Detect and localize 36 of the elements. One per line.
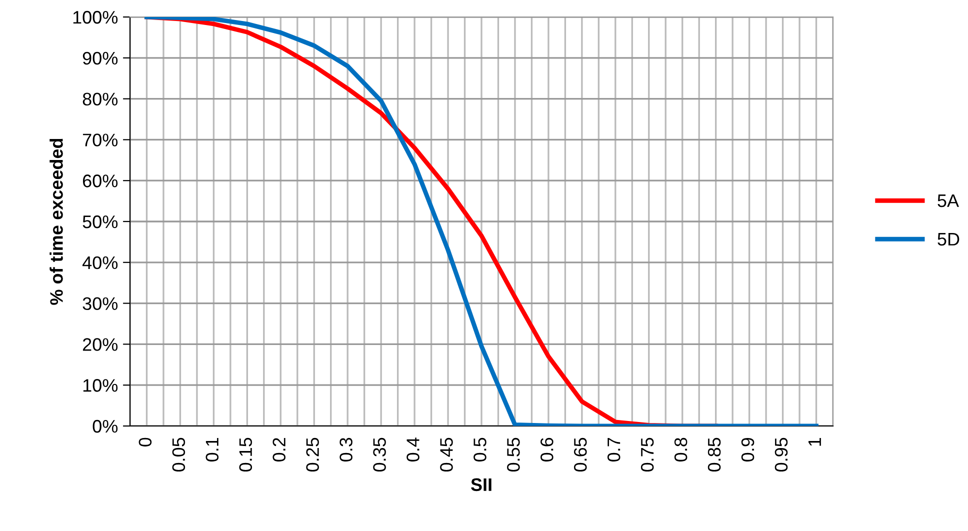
y-tick-label: 10% bbox=[83, 379, 118, 392]
y-tick-label: 60% bbox=[82, 174, 118, 188]
x-tick-label: 0.05 bbox=[172, 438, 186, 472]
legend-label: 5A bbox=[938, 194, 959, 208]
x-tick-label: 0 bbox=[138, 438, 152, 446]
x-tick-label: 0.55 bbox=[507, 438, 520, 472]
x-tick-label: 0.85 bbox=[708, 438, 721, 472]
x-tick-label: 0.3 bbox=[340, 438, 352, 462]
x-tick-label: 0.15 bbox=[239, 438, 252, 472]
x-tick-label: 0.7 bbox=[607, 438, 620, 462]
x-tick-label: 0.95 bbox=[774, 438, 788, 472]
x-tick-label: 1 bbox=[808, 438, 821, 446]
x-tick-label: 0.35 bbox=[373, 438, 386, 472]
y-tick-label: 50% bbox=[82, 215, 118, 228]
x-tick-label: 0.75 bbox=[640, 438, 654, 472]
y-tick-label: 20% bbox=[82, 338, 118, 351]
y-tick-label: 0% bbox=[92, 420, 118, 433]
x-tick-label: 0.6 bbox=[540, 438, 554, 462]
x-tick-label: 0.4 bbox=[406, 438, 420, 462]
y-tick-label: 100% bbox=[73, 10, 118, 24]
x-tick-label: 0.9 bbox=[741, 438, 754, 462]
x-tick-label: 0.8 bbox=[674, 438, 688, 462]
x-tick-label: 0.45 bbox=[440, 438, 453, 472]
y-tick-label: 40% bbox=[82, 256, 118, 270]
x-tick-label: 0.25 bbox=[306, 438, 319, 472]
y-tick-label: 30% bbox=[82, 297, 118, 310]
x-tick-label: 0.65 bbox=[574, 438, 587, 472]
y-axis-title: % of time exceeded bbox=[50, 138, 63, 305]
x-tick-label: 0.2 bbox=[272, 438, 286, 462]
x-tick-label: 0.1 bbox=[206, 438, 219, 462]
y-tick-label: 70% bbox=[82, 134, 118, 146]
x-axis-title: SII bbox=[470, 478, 492, 492]
legend-label: 5D bbox=[938, 232, 960, 246]
y-tick-label: 90% bbox=[82, 52, 118, 65]
x-tick-label: 0.5 bbox=[474, 438, 486, 462]
y-tick-label: 80% bbox=[82, 92, 118, 106]
